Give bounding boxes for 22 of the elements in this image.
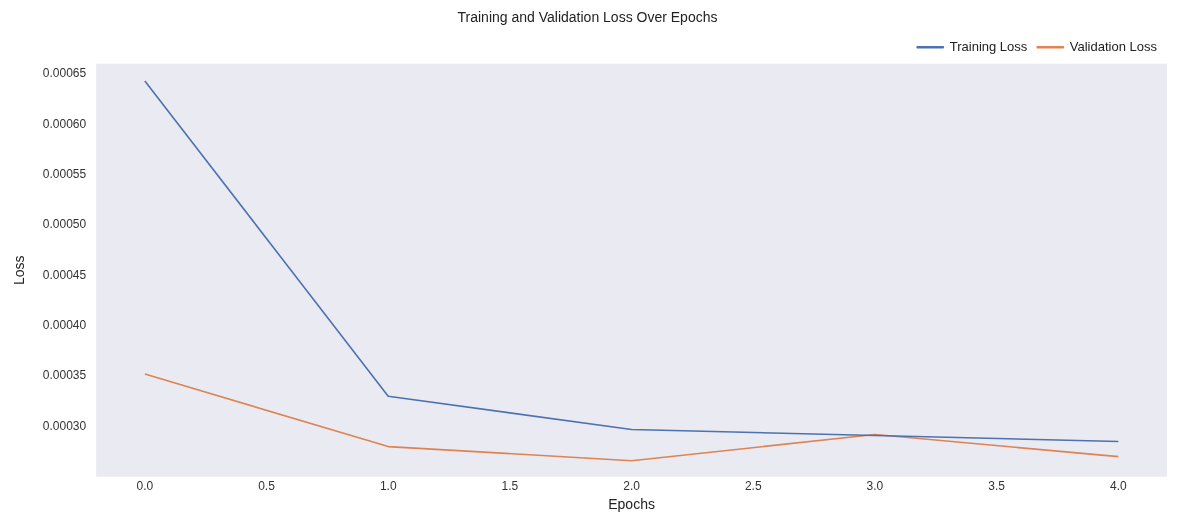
- x-tick-label: 1.5: [501, 479, 519, 494]
- x-tick-label: 3.0: [866, 479, 884, 494]
- x-tick-label: 0.5: [258, 479, 276, 494]
- x-tick-label: 1.0: [379, 479, 397, 494]
- y-tick-label: 0.00045: [42, 267, 87, 282]
- x-tick-label: 2.5: [744, 479, 762, 494]
- x-tick-label: 2.0: [623, 479, 641, 494]
- y-tick-label: 0.00035: [42, 368, 87, 383]
- chart-title: Training and Validation Loss Over Epochs: [457, 9, 718, 26]
- y-tick-label: 0.00065: [42, 66, 87, 81]
- legend-label: Training Loss: [949, 38, 1028, 54]
- y-tick-label: 0.00055: [42, 166, 87, 181]
- x-tick-label: 4.0: [1109, 479, 1127, 494]
- x-tick-label: 0.0: [136, 479, 154, 494]
- y-tick-label: 0.00060: [42, 116, 87, 131]
- y-tick-label: 0.00050: [42, 217, 87, 232]
- x-axis-title: Epochs: [608, 496, 655, 513]
- y-axis-title: Loss: [11, 255, 28, 286]
- y-tick-label: 0.00040: [42, 318, 87, 333]
- x-tick-label: 3.5: [988, 479, 1006, 494]
- y-tick-label: 0.00030: [42, 418, 87, 433]
- legend-label: Validation Loss: [1069, 38, 1158, 54]
